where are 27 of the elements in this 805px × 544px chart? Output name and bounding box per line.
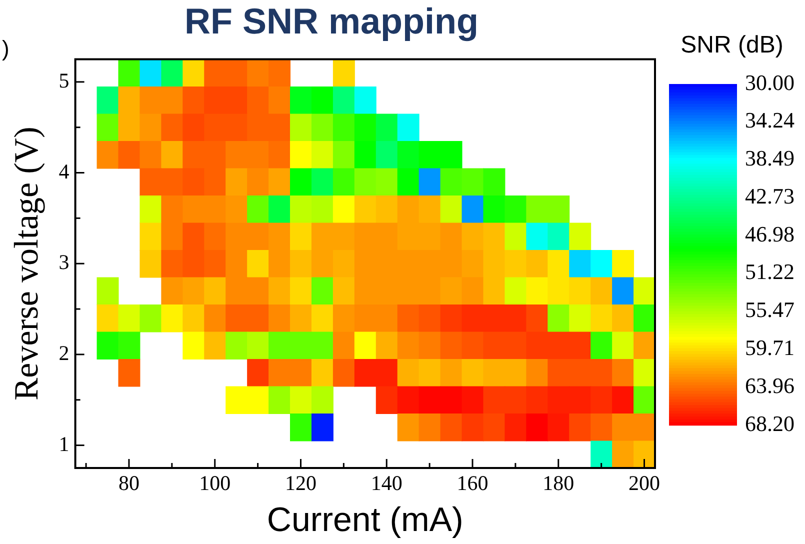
color-bar-label: 55.47: [745, 297, 794, 322]
x-tick-label: 180: [542, 471, 574, 496]
color-bar-label: 38.49: [745, 146, 794, 171]
x-tick-label: 160: [456, 471, 488, 496]
y-axis-title: Reverse voltage (V): [8, 126, 46, 400]
color-bar-label: 51.22: [745, 259, 794, 284]
color-bar-label: 34.24: [745, 108, 794, 133]
y-tick-label: 1: [58, 432, 70, 456]
color-bar-label: 42.73: [745, 183, 794, 208]
y-tick-label: 5: [58, 68, 70, 92]
text: ): [2, 36, 10, 62]
chart-title: RF SNR mapping: [184, 0, 478, 42]
x-tick-label: 80: [118, 471, 140, 496]
x-tick-label: 100: [199, 471, 231, 496]
color-bar-label: 63.96: [745, 372, 794, 398]
x-axis-title: Current (mA): [266, 500, 464, 539]
color-bar-label: 68.20: [745, 410, 794, 436]
color-bar-label: 59.71: [745, 334, 794, 360]
x-tick-label: 140: [370, 471, 402, 496]
color-bar-label: 46.98: [745, 221, 794, 246]
y-tick-label: 4: [58, 159, 70, 184]
y-tick-label: 3: [58, 250, 70, 274]
color-bar-label: 30.00: [745, 70, 794, 95]
y-tick-label: 2: [58, 340, 70, 365]
x-tick-label: 120: [284, 471, 316, 496]
x-tick-label: 200: [628, 471, 660, 496]
color-bar-title: SNR (dB): [680, 32, 784, 59]
